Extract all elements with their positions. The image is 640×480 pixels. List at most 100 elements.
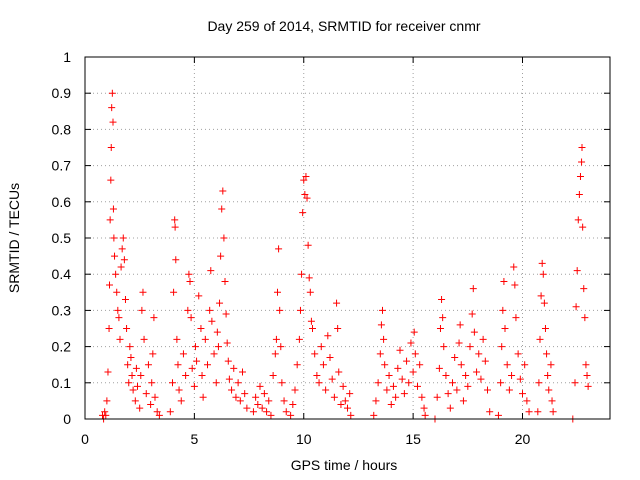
data-point [521, 361, 529, 369]
data-point [511, 281, 519, 289]
data-point [241, 390, 249, 398]
data-point [305, 274, 313, 282]
data-point [449, 379, 456, 387]
x-tick-label: 15 [405, 431, 421, 447]
data-point [462, 372, 470, 380]
data-point [150, 314, 158, 322]
data-point [106, 281, 113, 289]
data-point [387, 401, 395, 409]
data-point [153, 408, 161, 416]
data-point [301, 191, 309, 199]
data-point [498, 343, 506, 351]
data-point [232, 393, 240, 401]
axis-ticks [84, 56, 610, 420]
data-point [137, 372, 145, 380]
data-point [574, 216, 582, 224]
y-tick-label: 0.1 [52, 375, 72, 391]
data-point [198, 372, 206, 380]
data-point [405, 379, 413, 387]
data-point [536, 335, 544, 343]
data-point [197, 325, 205, 332]
data-point [142, 390, 150, 398]
data-point [217, 252, 225, 260]
y-tick-label: 0.6 [52, 194, 72, 210]
data-point [344, 404, 351, 412]
data-point [473, 368, 481, 376]
y-tick-label: 0.2 [52, 339, 72, 355]
data-point [234, 379, 242, 387]
data-point [398, 375, 406, 383]
data-point [108, 89, 116, 97]
data-point [440, 343, 448, 351]
data-point [410, 328, 418, 336]
data-point [221, 277, 229, 285]
data-point [581, 314, 589, 322]
data-point [541, 325, 549, 332]
data-point [169, 379, 176, 387]
data-point [500, 277, 508, 285]
data-point [117, 263, 125, 271]
data-point [166, 408, 174, 416]
data-point [420, 404, 428, 412]
data-point [302, 172, 310, 180]
data-point [131, 397, 139, 405]
x-tick-labels: 0 5 10 15 20 [81, 431, 530, 447]
data-point [411, 350, 419, 358]
data-point [256, 382, 264, 390]
x-tick-label: 0 [81, 431, 89, 447]
data-point [446, 404, 454, 412]
data-point [503, 361, 511, 369]
data-point [576, 172, 584, 180]
data-point [326, 353, 334, 361]
data-point [330, 393, 338, 401]
data-point [470, 328, 478, 336]
data-point [275, 245, 283, 253]
data-point [376, 350, 384, 358]
data-point [102, 411, 110, 419]
data-point [435, 364, 443, 372]
data-point [439, 314, 447, 322]
x-tick-label: 20 [515, 431, 531, 447]
data-point [140, 335, 148, 343]
data-point [132, 364, 140, 372]
data-point [582, 361, 590, 369]
data-point [516, 375, 524, 383]
data-point [184, 306, 192, 314]
data-point [442, 372, 450, 380]
data-point [113, 288, 121, 296]
data-point [407, 339, 415, 347]
data-point [111, 252, 119, 260]
data-point [179, 350, 187, 358]
data-point [185, 270, 193, 278]
data-point [525, 408, 533, 416]
data-point [120, 256, 128, 264]
data-point [171, 223, 179, 231]
data-point [438, 296, 446, 304]
data-point [213, 328, 221, 336]
data-point [128, 372, 136, 380]
data-point [333, 299, 341, 307]
data-point [170, 288, 178, 296]
data-point [484, 386, 491, 394]
data-point [548, 397, 556, 405]
data-point [347, 411, 355, 419]
data-point [271, 350, 279, 358]
data-point [173, 335, 181, 343]
data-point [381, 361, 389, 369]
plot-frame [84, 56, 611, 420]
data-point [433, 393, 441, 401]
data-point [276, 306, 284, 314]
data-point [403, 357, 411, 365]
data-point [299, 209, 307, 217]
data-point [291, 386, 299, 394]
data-point [212, 379, 220, 387]
data-point [510, 263, 518, 271]
data-point [206, 306, 214, 314]
data-point [499, 306, 507, 314]
data-point [400, 390, 408, 398]
data-point [155, 411, 163, 419]
data-point [115, 314, 123, 322]
data-point [544, 372, 552, 380]
data-point [224, 357, 232, 365]
data-point [195, 292, 203, 300]
